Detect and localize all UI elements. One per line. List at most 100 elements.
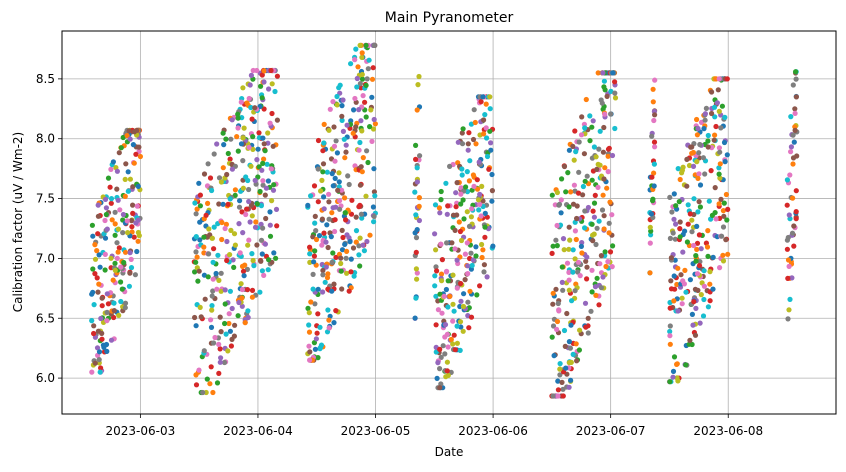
data-point	[128, 256, 134, 262]
data-point	[442, 351, 448, 357]
data-point	[358, 118, 364, 124]
data-point	[260, 160, 266, 166]
data-point	[346, 288, 352, 294]
data-point	[705, 304, 712, 310]
data-point	[353, 239, 359, 245]
data-point	[120, 230, 126, 236]
data-point	[671, 191, 677, 197]
data-point	[326, 325, 332, 331]
data-point	[713, 123, 719, 130]
data-point	[712, 185, 718, 191]
data-point	[442, 334, 448, 340]
data-point	[724, 217, 730, 223]
data-point	[601, 226, 607, 232]
data-point	[271, 250, 277, 256]
data-point	[572, 128, 578, 134]
data-point	[217, 314, 223, 320]
data-point	[197, 237, 203, 243]
data-point	[786, 307, 792, 313]
data-point	[565, 170, 571, 176]
data-point	[324, 329, 331, 335]
data-point	[793, 188, 799, 194]
data-point	[600, 70, 606, 76]
data-point	[416, 217, 422, 224]
data-point	[248, 163, 254, 169]
data-point	[612, 90, 618, 96]
data-point	[103, 341, 110, 348]
data-point	[328, 234, 334, 240]
data-point	[549, 250, 555, 256]
data-point	[652, 144, 658, 150]
data-point	[561, 327, 568, 334]
data-point	[414, 270, 420, 276]
data-point	[687, 277, 694, 283]
data-point	[793, 209, 799, 215]
data-point	[469, 206, 475, 212]
data-point	[570, 269, 576, 275]
data-point	[134, 248, 140, 255]
data-point	[242, 320, 248, 326]
data-point	[353, 214, 359, 220]
data-point	[648, 232, 654, 238]
data-point	[221, 359, 228, 366]
data-point	[331, 143, 338, 149]
data-point	[228, 343, 234, 349]
data-point	[201, 244, 207, 250]
data-point	[789, 275, 795, 281]
data-point	[359, 169, 365, 175]
data-point	[331, 320, 337, 326]
data-point	[246, 186, 252, 193]
data-point	[128, 265, 135, 271]
data-point	[454, 180, 460, 186]
data-point	[324, 222, 330, 228]
data-point	[561, 163, 568, 170]
chart-title: Main Pyranometer	[385, 10, 514, 26]
data-point	[200, 389, 206, 396]
data-point	[442, 322, 449, 328]
data-point	[601, 176, 607, 182]
data-point	[679, 167, 686, 173]
data-point	[580, 192, 586, 198]
data-point	[459, 166, 465, 172]
data-point	[690, 163, 697, 169]
data-point	[315, 311, 321, 317]
data-point	[605, 259, 611, 265]
data-point	[327, 106, 333, 112]
data-point	[208, 317, 214, 323]
x-axis-label: Date	[435, 445, 464, 459]
data-point	[239, 209, 245, 215]
data-point	[136, 144, 142, 150]
data-point	[550, 290, 556, 296]
data-point	[343, 149, 349, 155]
data-point	[566, 204, 572, 210]
data-point	[705, 228, 711, 234]
data-point	[683, 289, 689, 295]
data-point	[650, 86, 656, 92]
data-point	[227, 328, 233, 334]
data-point	[348, 61, 354, 67]
data-point	[262, 192, 268, 198]
data-point	[364, 76, 370, 82]
data-point	[558, 210, 564, 216]
data-point	[582, 178, 588, 184]
data-point	[794, 153, 800, 159]
x-tick-label: 2023-06-08	[693, 424, 763, 438]
data-point	[122, 305, 128, 311]
data-point	[92, 271, 98, 277]
ticks: 2023-06-03 2023-06-04 2023-06-05 2023-06-06…	[36, 72, 763, 438]
data-point	[102, 196, 109, 202]
data-point	[481, 269, 487, 275]
data-point	[359, 128, 365, 134]
data-point	[258, 237, 265, 243]
data-point	[90, 289, 96, 295]
data-point	[716, 76, 722, 82]
data-point	[320, 148, 326, 154]
data-point	[250, 257, 256, 264]
data-point	[457, 228, 463, 235]
data-point	[333, 138, 339, 144]
data-point	[443, 269, 449, 275]
data-point	[465, 147, 471, 153]
data-point	[250, 146, 256, 152]
data-point	[364, 148, 370, 154]
data-point	[264, 161, 270, 167]
